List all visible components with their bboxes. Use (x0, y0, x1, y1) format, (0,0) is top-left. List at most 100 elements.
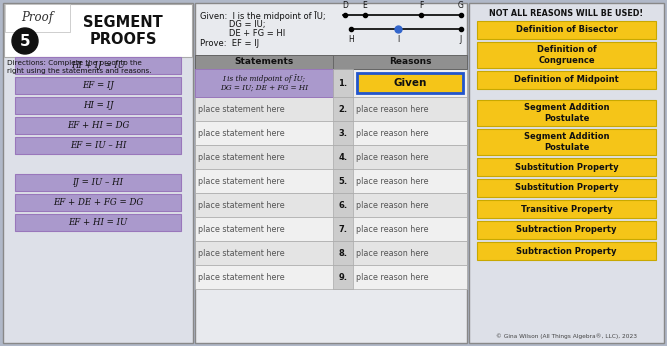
Text: 9.: 9. (338, 273, 348, 282)
Text: place reason here: place reason here (356, 273, 428, 282)
Bar (195, 217, 467, 241)
Text: I: I (397, 35, 399, 44)
Text: EF + HI = DG: EF + HI = DG (67, 121, 129, 130)
Bar (15, 214, 181, 231)
Bar (5, 4, 70, 32)
Text: EF = IU – HI: EF = IU – HI (70, 141, 126, 150)
Bar (333, 69, 353, 97)
Circle shape (12, 28, 38, 54)
Text: place statement here: place statement here (198, 104, 285, 113)
Bar (477, 71, 656, 89)
Bar (195, 69, 333, 97)
Text: Directions: Complete the proof to the
right using the statements and reasons.: Directions: Complete the proof to the ri… (7, 60, 151, 73)
Text: place reason here: place reason here (356, 153, 428, 162)
Bar (195, 193, 467, 217)
Text: place reason here: place reason here (356, 248, 428, 257)
Text: Given:  I is the midpoint of ĪU;: Given: I is the midpoint of ĪU; (200, 11, 325, 21)
Bar (477, 179, 656, 197)
Bar (477, 158, 656, 176)
Text: Definition of Midpoint: Definition of Midpoint (514, 75, 619, 84)
Text: F: F (419, 1, 423, 10)
Text: place statement here: place statement here (198, 153, 285, 162)
Bar (15, 174, 181, 191)
Text: 2.: 2. (338, 104, 348, 113)
Text: place reason here: place reason here (356, 128, 428, 137)
Text: H: H (348, 35, 354, 44)
Bar (15, 194, 181, 211)
Bar (333, 169, 353, 193)
Bar (195, 265, 467, 289)
Text: J: J (460, 35, 462, 44)
Text: Substitution Property: Substitution Property (515, 183, 618, 192)
Bar (15, 97, 181, 114)
Text: place statement here: place statement here (198, 200, 285, 209)
Text: Segment Addition
Postulate: Segment Addition Postulate (524, 132, 609, 152)
Text: Statements: Statements (234, 57, 293, 66)
Bar (333, 193, 353, 217)
Text: place reason here: place reason here (356, 176, 428, 185)
Bar (477, 129, 656, 155)
Text: 4.: 4. (338, 153, 348, 162)
Text: DG = IU;: DG = IU; (200, 20, 265, 29)
Bar (4, 4, 192, 57)
Bar (195, 145, 467, 169)
Text: place statement here: place statement here (198, 128, 285, 137)
Bar (195, 169, 467, 193)
Text: Definition of Bisector: Definition of Bisector (516, 26, 618, 35)
Bar (477, 221, 656, 239)
Text: place statement here: place statement here (198, 273, 285, 282)
Bar (15, 117, 181, 134)
Text: Subtraction Property: Subtraction Property (516, 226, 617, 235)
Text: place statement here: place statement here (198, 225, 285, 234)
Bar (333, 97, 353, 121)
Text: HI + IJ = IU: HI + IJ = IU (71, 61, 125, 70)
Text: 8.: 8. (338, 248, 348, 257)
Text: 5.: 5. (338, 176, 348, 185)
Bar (195, 121, 467, 145)
Bar (333, 241, 353, 265)
Text: I is the midpoint of ĪU;
DG = IU; DE + FG = HI: I is the midpoint of ĪU; DG = IU; DE + F… (220, 74, 308, 92)
Bar (195, 97, 467, 121)
Text: HI = IJ: HI = IJ (83, 101, 113, 110)
Bar (477, 21, 656, 39)
Text: D: D (342, 1, 348, 10)
Bar (195, 69, 467, 97)
Bar (477, 242, 656, 260)
Bar (333, 217, 353, 241)
Text: SEGMENT
PROOFS: SEGMENT PROOFS (83, 15, 163, 47)
Text: DE + FG = HI: DE + FG = HI (200, 29, 285, 38)
Text: Proof: Proof (21, 11, 53, 25)
Bar (195, 241, 467, 265)
Text: NOT ALL REASONS WILL BE USED!: NOT ALL REASONS WILL BE USED! (490, 9, 644, 18)
Text: E: E (363, 1, 368, 10)
Text: 6.: 6. (338, 200, 348, 209)
Text: Transitive Property: Transitive Property (521, 204, 612, 213)
Text: 7.: 7. (338, 225, 348, 234)
Text: place reason here: place reason here (356, 104, 428, 113)
Text: Segment Addition
Postulate: Segment Addition Postulate (524, 103, 609, 123)
Text: 5: 5 (20, 34, 30, 48)
Text: place statement here: place statement here (198, 176, 285, 185)
Bar (477, 42, 656, 68)
Bar (357, 73, 463, 93)
Text: IJ = IU – HI: IJ = IU – HI (73, 178, 123, 187)
Bar (333, 145, 353, 169)
Bar (15, 137, 181, 154)
Bar (477, 100, 656, 126)
Text: 3.: 3. (338, 128, 348, 137)
Text: Definition of
Congruence: Definition of Congruence (537, 45, 596, 65)
Bar (469, 3, 664, 343)
Text: G: G (458, 1, 464, 10)
Text: Substitution Property: Substitution Property (515, 163, 618, 172)
Text: Given: Given (394, 78, 427, 88)
Bar (477, 200, 656, 218)
Text: Subtraction Property: Subtraction Property (516, 246, 617, 255)
Bar (15, 57, 181, 74)
Text: Reasons: Reasons (389, 57, 432, 66)
Text: EF = IJ: EF = IJ (82, 81, 114, 90)
Text: place statement here: place statement here (198, 248, 285, 257)
Bar (3, 3, 193, 343)
Bar (333, 265, 353, 289)
Text: EF + DE + FG = DG: EF + DE + FG = DG (53, 198, 143, 207)
Bar (195, 3, 467, 343)
